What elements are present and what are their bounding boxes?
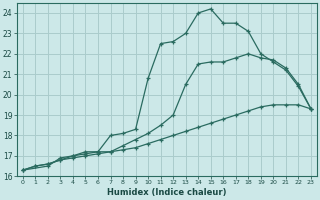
X-axis label: Humidex (Indice chaleur): Humidex (Indice chaleur) xyxy=(107,188,227,197)
